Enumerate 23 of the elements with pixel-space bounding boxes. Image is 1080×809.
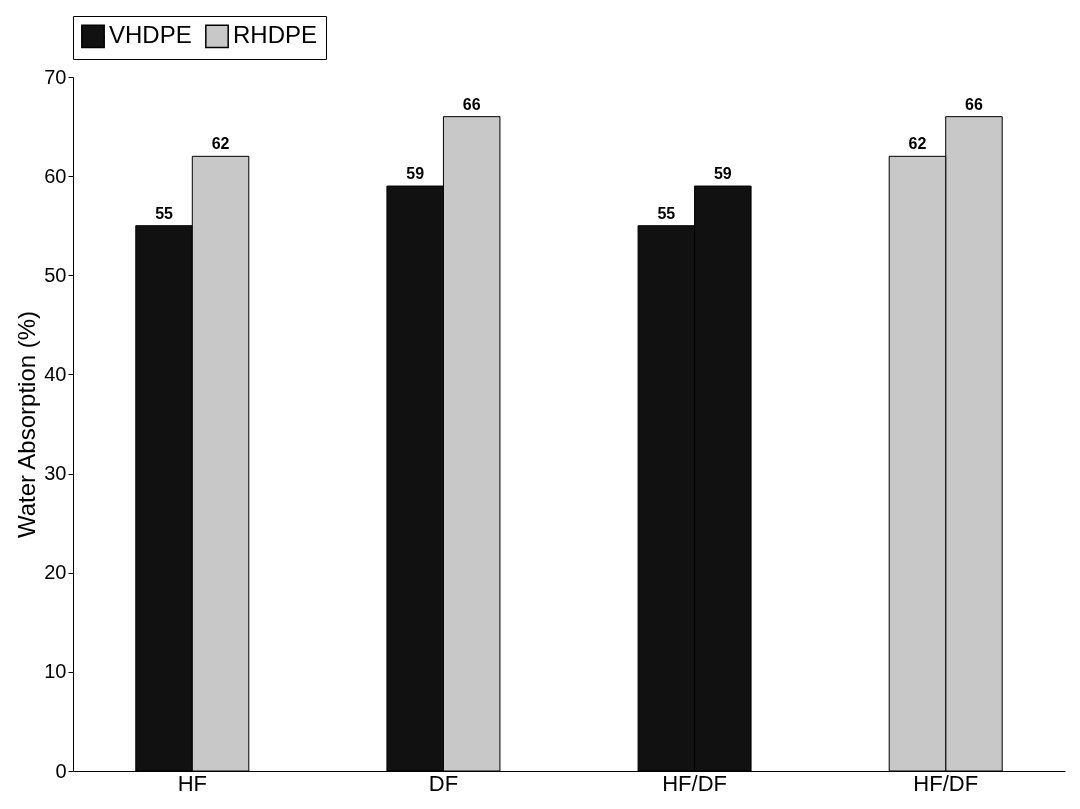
data-label: 62: [908, 135, 927, 153]
x-tick-label: DF: [428, 770, 459, 796]
data-label: 66: [462, 95, 481, 113]
data-label: 62: [211, 135, 230, 153]
y-tick-label: 20: [44, 561, 67, 584]
y-tick-label: 60: [44, 164, 67, 187]
data-label: 55: [657, 204, 676, 222]
y-tick-label: 30: [44, 462, 67, 485]
data-label: 66: [965, 95, 983, 113]
y-tick-label: 50: [44, 263, 67, 286]
x-tick-label: HF/DF: [662, 770, 727, 796]
legend-label: RHDPE: [233, 21, 318, 49]
y-tick-label: 40: [44, 362, 67, 385]
x-tick-label: HF: [177, 770, 207, 796]
data-label: 59: [713, 165, 732, 183]
y-tick-label: 10: [44, 660, 67, 683]
data-label: 59: [406, 165, 425, 183]
x-tick-label: HF/DF: [913, 770, 979, 796]
legend-label: VHDPE: [109, 21, 192, 49]
y-axis-title: Water Absorption (%): [13, 310, 41, 539]
data-label: 55: [155, 204, 174, 222]
y-tick-label: 0: [55, 759, 67, 782]
y-tick-label: 70: [44, 65, 67, 88]
